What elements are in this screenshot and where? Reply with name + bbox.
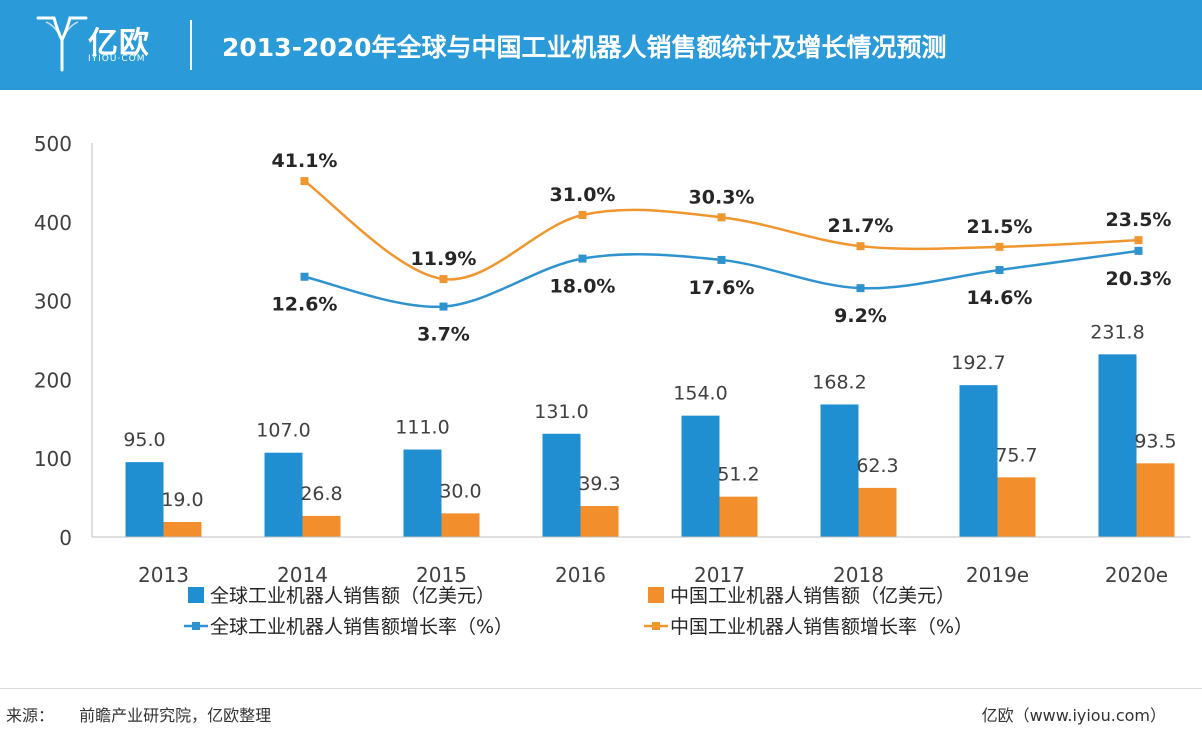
global-sales-bar bbox=[1098, 354, 1137, 537]
china-growth-marker bbox=[1134, 236, 1143, 245]
global-growth-label: 3.7% bbox=[417, 324, 470, 346]
china-sales-label: 19.0 bbox=[161, 489, 203, 511]
global-growth-marker bbox=[717, 255, 726, 264]
china-sales-label: 75.7 bbox=[995, 444, 1037, 466]
china-sales-label: 93.5 bbox=[1134, 430, 1176, 452]
source-label: 来源： bbox=[6, 706, 55, 725]
china-growth-marker bbox=[856, 242, 865, 251]
global-sales-bar bbox=[542, 433, 581, 537]
china-sales-bar bbox=[719, 496, 758, 537]
logo-subtext: IYIOU·COM bbox=[88, 54, 146, 64]
header-bar: 亿欧 IYIOU·COM 2013-2020年全球与中国工业机器人销售额统计及增… bbox=[0, 0, 1202, 90]
global-sales-bar bbox=[264, 452, 303, 537]
global-sales-bar bbox=[125, 462, 164, 537]
china-growth-label: 11.9% bbox=[411, 248, 477, 270]
global-sales-bar bbox=[403, 449, 442, 537]
global-sales-label: 95.0 bbox=[123, 429, 165, 451]
legend-label: 全球工业机器人销售额（亿美元） bbox=[210, 585, 495, 607]
global-growth-label: 9.2% bbox=[834, 305, 887, 327]
global-growth-marker bbox=[439, 302, 448, 311]
china-sales-label: 26.8 bbox=[300, 483, 342, 505]
china-sales-bar bbox=[441, 513, 480, 537]
source-note: 来源： 前瞻产业研究院，亿欧整理 bbox=[6, 702, 271, 726]
x-tick-label: 2018 bbox=[833, 563, 884, 587]
global-growth-marker bbox=[578, 254, 587, 263]
logo-text: 亿欧 bbox=[88, 26, 150, 61]
global-growth-label: 17.6% bbox=[689, 277, 755, 299]
china-sales-label: 30.0 bbox=[439, 480, 481, 502]
global-sales-label: 154.0 bbox=[673, 383, 727, 405]
china-growth-label: 23.5% bbox=[1106, 209, 1172, 231]
china-sales-bar bbox=[858, 487, 897, 537]
source-text: 前瞻产业研究院，亿欧整理 bbox=[79, 706, 272, 725]
china-growth-label: 31.0% bbox=[550, 184, 616, 206]
china-growth-label: 21.7% bbox=[828, 215, 894, 237]
global-sales-label: 231.8 bbox=[1090, 321, 1144, 343]
bar-series: 95.0 107.0 111.0 131.0 154.0 168.2 192.7 231.8 1… bbox=[123, 321, 1177, 537]
global-growth-marker bbox=[1134, 246, 1143, 255]
global-sales-label: 107.0 bbox=[256, 420, 310, 442]
global-growth-marker bbox=[856, 284, 865, 293]
global-sales-label: 192.7 bbox=[951, 352, 1005, 374]
global-growth-label: 14.6% bbox=[967, 287, 1033, 309]
y-tick-label: 200 bbox=[34, 368, 72, 392]
china-sales-label: 62.3 bbox=[856, 455, 898, 477]
legend-swatch bbox=[188, 587, 204, 603]
china-growth-marker bbox=[995, 242, 1004, 251]
legend-label: 中国工业机器人销售额（亿美元） bbox=[670, 585, 955, 607]
china-sales-bar bbox=[163, 522, 202, 537]
x-tick-label: 2013 bbox=[138, 563, 189, 587]
x-axis: 2013 2014 2015 2016 2017 2018 2019e 2020e bbox=[92, 536, 1190, 587]
legend-swatch bbox=[648, 587, 664, 603]
global-growth-label: 18.0% bbox=[550, 276, 616, 298]
x-tick-label: 2019e bbox=[966, 563, 1029, 587]
x-tick-label: 2014 bbox=[277, 563, 328, 587]
china-growth-marker bbox=[578, 210, 587, 219]
global-growth-marker bbox=[995, 266, 1004, 275]
y-tick-label: 300 bbox=[34, 290, 72, 314]
header-divider bbox=[190, 20, 192, 70]
line-series: 12.6% 3.7% 18.0% 17.6% 9.2% 14.6% 20.3% 41.1% 11… bbox=[272, 150, 1172, 345]
footer-divider bbox=[0, 688, 1202, 689]
y-tick-label: 400 bbox=[34, 211, 72, 235]
legend-label: 全球工业机器人销售额增长率（%） bbox=[210, 616, 513, 638]
legend-marker bbox=[192, 622, 200, 630]
legend: 全球工业机器人销售额（亿美元） 中国工业机器人销售额（亿美元） 全球工业机器人销售额… bbox=[184, 585, 973, 638]
y-tick-label: 500 bbox=[34, 132, 72, 156]
sales-chart: 0 100 200 300 400 500 95.0 107.0 111.0 131.0 154.… bbox=[34, 132, 1190, 638]
global-sales-bar bbox=[681, 415, 720, 537]
legend-marker bbox=[652, 622, 660, 630]
china-growth-label: 41.1% bbox=[272, 150, 338, 172]
china-growth-marker bbox=[439, 275, 448, 284]
x-tick-label: 2017 bbox=[694, 563, 745, 587]
page-title: 2013-2020年全球与中国工业机器人销售额统计及增长情况预测 bbox=[222, 33, 947, 62]
global-growth-marker bbox=[300, 272, 309, 281]
global-sales-label: 111.0 bbox=[395, 417, 449, 439]
global-growth-label: 20.3% bbox=[1106, 268, 1172, 290]
china-growth-label: 21.5% bbox=[967, 216, 1033, 238]
x-tick-label: 2020e bbox=[1105, 563, 1168, 587]
iyiou-logo-icon bbox=[36, 16, 88, 72]
legend-label: 中国工业机器人销售额增长率（%） bbox=[670, 616, 973, 638]
china-sales-bar bbox=[1136, 463, 1175, 537]
china-sales-label: 39.3 bbox=[578, 473, 620, 495]
x-tick-label: 2016 bbox=[555, 563, 606, 587]
y-axis: 0 100 200 300 400 500 bbox=[34, 132, 93, 550]
y-tick-label: 100 bbox=[34, 447, 72, 471]
global-sales-bar bbox=[820, 404, 859, 537]
x-tick-label: 2015 bbox=[416, 563, 467, 587]
global-sales-bar bbox=[959, 385, 998, 537]
global-sales-label: 168.2 bbox=[812, 371, 866, 393]
y-tick-label: 0 bbox=[59, 526, 72, 550]
china-sales-bar bbox=[302, 515, 341, 537]
china-growth-marker bbox=[717, 213, 726, 222]
global-sales-label: 131.0 bbox=[534, 401, 588, 423]
china-growth-label: 30.3% bbox=[689, 186, 755, 208]
china-sales-bar bbox=[580, 506, 619, 537]
china-sales-bar bbox=[997, 477, 1036, 537]
global-growth-label: 12.6% bbox=[272, 294, 338, 316]
china-sales-label: 51.2 bbox=[717, 464, 759, 486]
site-credit: 亿欧（www.iyiou.com） bbox=[981, 706, 1166, 725]
china-growth-marker bbox=[300, 177, 309, 186]
